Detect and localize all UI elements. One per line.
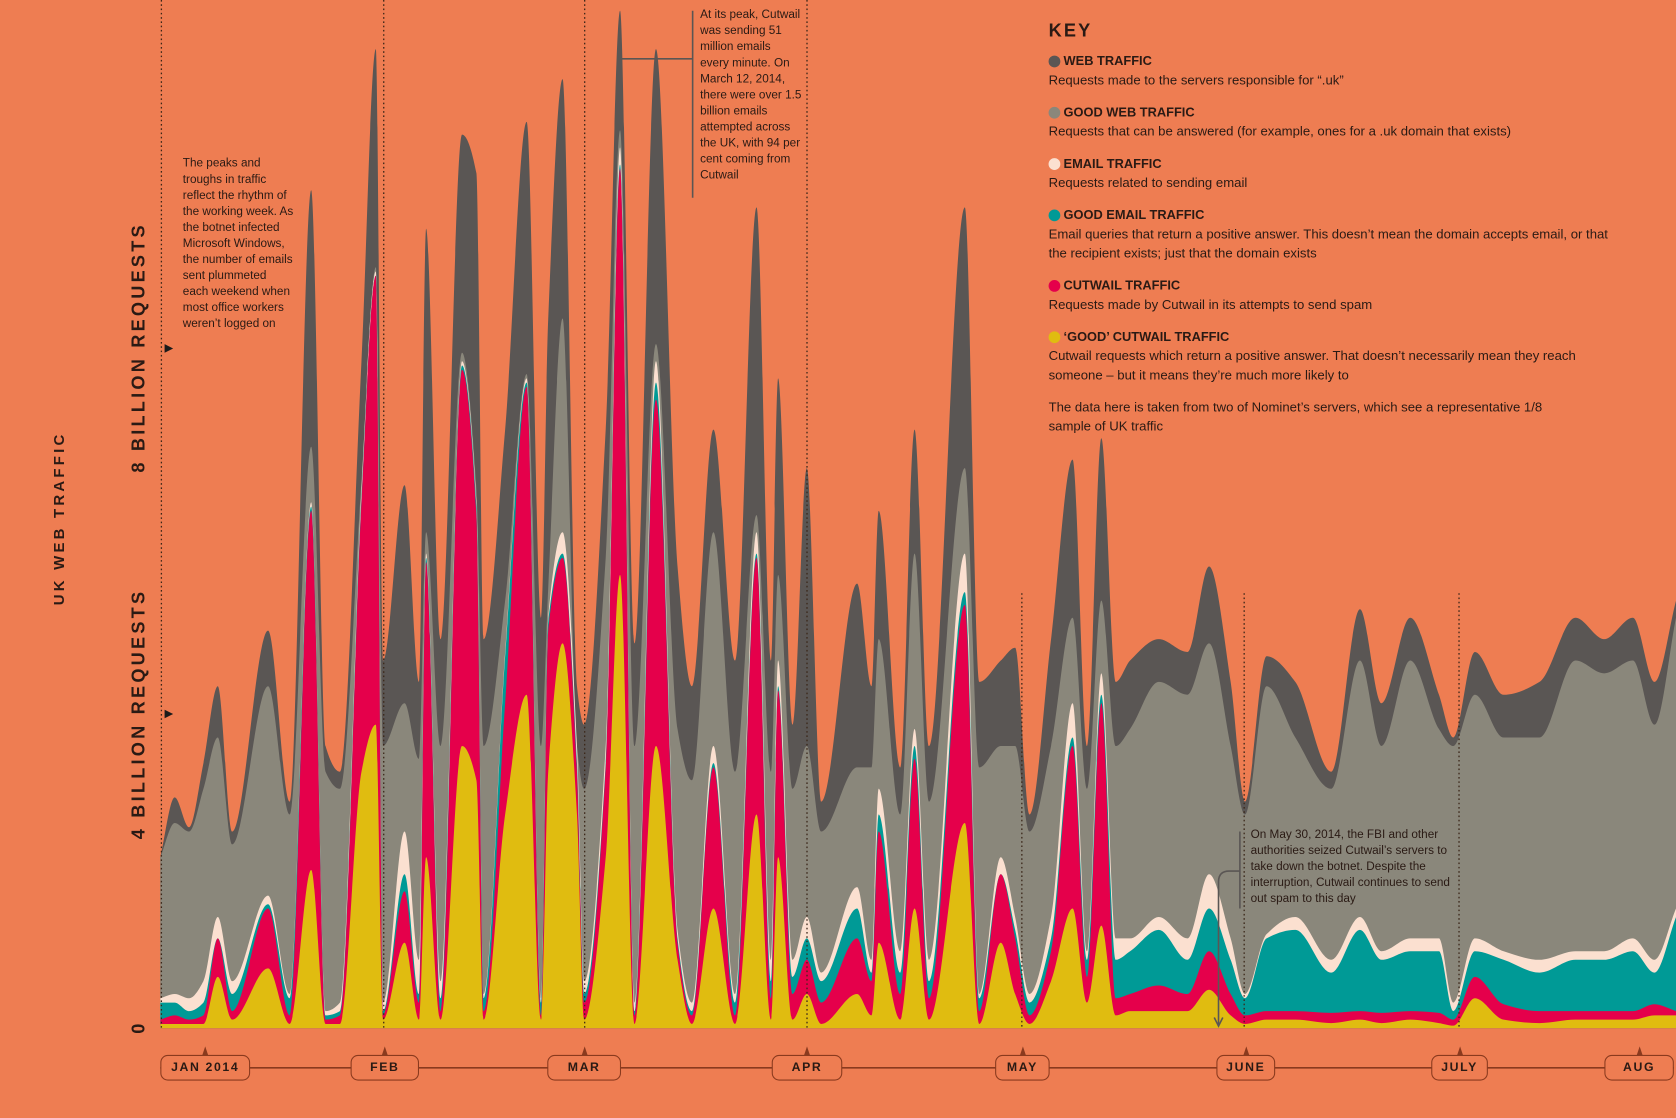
annotation-weekly-rhythm: The peaks and troughs in traffic reflect… <box>182 157 294 331</box>
key-item-good-cutwail-traffic: ‘GOOD’ CUTWAIL TRAFFIC Cutwail requests … <box>1048 327 1626 385</box>
key-desc: Requests made to the servers responsible… <box>1048 72 1344 88</box>
key-label: GOOD EMAIL TRAFFIC <box>1063 207 1205 223</box>
key-item-email-traffic: EMAIL TRAFFIC Requests related to sendin… <box>1048 154 1626 192</box>
annotation-cutwail-peak: At its peak, Cutwail was sending 51 mill… <box>700 8 802 182</box>
month-label-july: JULY <box>1431 1046 1488 1081</box>
takedown-annotation-leader <box>1217 831 1241 1024</box>
email-traffic-swatch-icon <box>1048 157 1061 170</box>
key-desc: Cutwail requests which return a positive… <box>1048 348 1576 383</box>
area-good-cutwail-traffic <box>160 575 1676 1029</box>
key-desc: Email queries that return a positive ans… <box>1048 226 1608 261</box>
web-traffic-swatch-icon <box>1048 55 1061 67</box>
key-title: KEY <box>1048 20 1093 41</box>
key-item-good-email-traffic: GOOD EMAIL TRAFFIC Email queries that re… <box>1048 205 1626 263</box>
takedown-arrow-icon <box>1213 1017 1224 1028</box>
y-tick-arrow-icon <box>164 709 174 719</box>
y-tick-arrow-icon <box>164 344 174 353</box>
key-label: WEB TRAFFIC <box>1063 53 1152 69</box>
y-axis-title: UK WEB TRAFFIC <box>50 431 68 606</box>
key-label: CUTWAIL TRAFFIC <box>1063 277 1181 293</box>
key-item-good-web-traffic: GOOD WEB TRAFFIC Requests that can be an… <box>1048 103 1626 141</box>
key-desc: Requests made by Cutwail in its attempts… <box>1048 297 1373 313</box>
month-label-feb: FEB <box>350 1046 420 1081</box>
key-label: EMAIL TRAFFIC <box>1063 156 1162 172</box>
y-tick-label-0: 0 <box>128 1020 149 1034</box>
y-tick-label-8: 8 BILLION REQUESTS <box>128 222 149 473</box>
month-label-june: JUNE <box>1216 1046 1276 1081</box>
y-tick-label-4: 4 BILLION REQUESTS <box>128 588 149 840</box>
good-web-traffic-swatch-icon <box>1048 106 1061 119</box>
key-item-web-traffic: WEB TRAFFIC Requests made to the servers… <box>1048 51 1626 89</box>
good-email-traffic-swatch-icon <box>1048 208 1061 221</box>
month-label-jan: JAN 2014 <box>160 1046 251 1081</box>
key-data-note: The data here is taken from two of Nomin… <box>1048 399 1543 434</box>
month-label-mar: MAR <box>547 1046 622 1081</box>
month-label-apr: APR <box>771 1046 843 1081</box>
good-cutwail-traffic-swatch-icon <box>1048 330 1061 343</box>
key-desc: Requests related to sending email <box>1048 175 1248 191</box>
key-label: GOOD WEB TRAFFIC <box>1063 104 1195 120</box>
month-label-aug: AUG <box>1604 1046 1674 1081</box>
key-desc: Requests that can be answered (for examp… <box>1048 123 1512 139</box>
key-label: ‘GOOD’ CUTWAIL TRAFFIC <box>1063 329 1230 345</box>
month-label-may: MAY <box>995 1046 1050 1081</box>
area-good-web-traffic <box>160 130 1676 1029</box>
key-item-cutwail-traffic: CUTWAIL TRAFFIC Requests made by Cutwail… <box>1048 276 1626 314</box>
peak-annotation-leader <box>617 10 694 198</box>
cutwail-traffic-swatch-icon <box>1048 279 1061 292</box>
annotation-takedown: On May 30, 2014, the FBI and other autho… <box>1250 828 1450 906</box>
